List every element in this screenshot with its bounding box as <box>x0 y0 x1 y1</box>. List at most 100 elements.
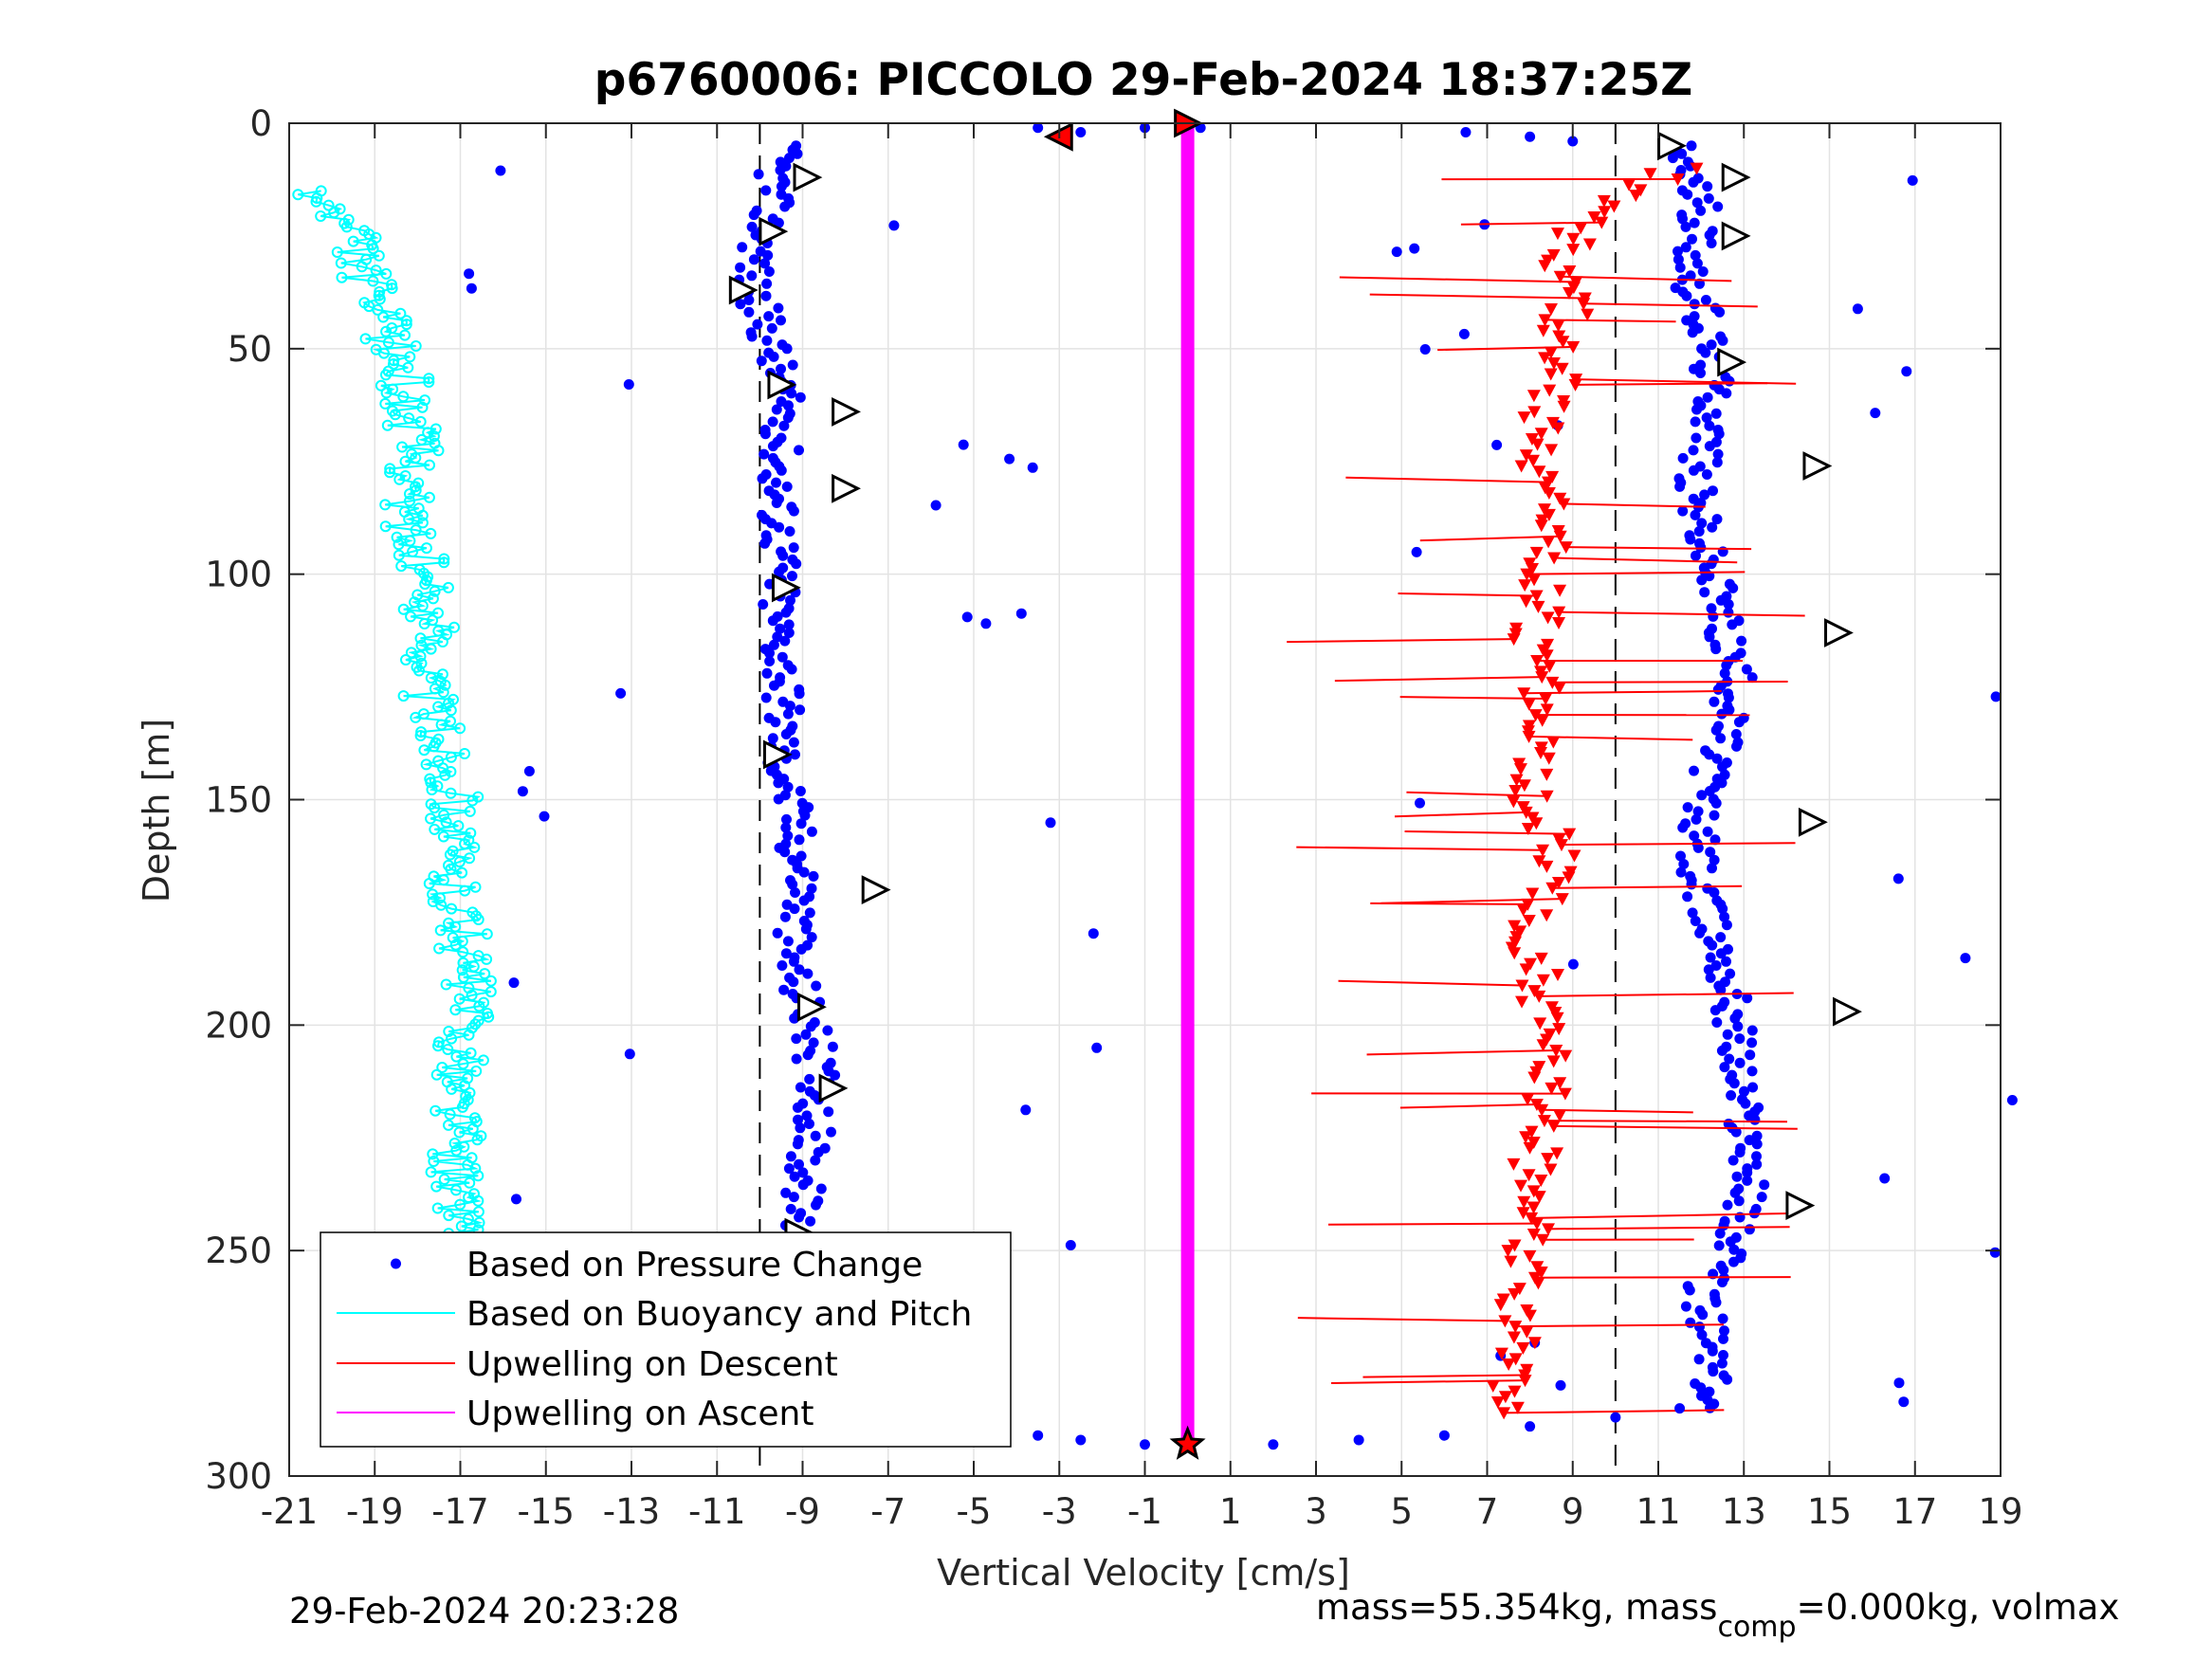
upwelling-descent-segment <box>1583 302 1758 308</box>
pressure-change-descent-point <box>780 1187 792 1198</box>
pressure-change-ascent-point <box>1710 408 1722 419</box>
pressure-change-ascent-point <box>1717 1277 1728 1287</box>
pressure-change-ascent-point <box>1721 956 1731 967</box>
buoyancy-pitch-point <box>479 968 491 980</box>
buoyancy-pitch-point <box>394 307 407 319</box>
upwelling-descent-point <box>1536 974 1550 987</box>
pressure-change-descent-point <box>758 599 769 610</box>
upwelling-descent-segment <box>1504 1409 1725 1414</box>
pressure-change-ascent-point <box>1703 964 1714 975</box>
upwelling-descent-point <box>1629 190 1643 203</box>
upwelling-descent-point <box>1555 362 1569 375</box>
y-tick-label: 0 <box>249 103 272 144</box>
upwelling-descent-point <box>1582 238 1597 251</box>
pressure-change-ascent-point <box>1734 1057 1746 1068</box>
pressure-change-ascent-point <box>1744 1224 1755 1235</box>
pressure-change-descent-point <box>757 473 768 484</box>
buoyancy-pitch-point <box>418 618 430 629</box>
pressure-change-ascent-point <box>1677 822 1689 833</box>
x-axis-label: Vertical Velocity [cm/s] <box>937 1552 1350 1594</box>
upwelling-descent-point <box>1520 1325 1534 1339</box>
pressure-change-descent-point <box>804 907 815 919</box>
buoyancy-pitch-point <box>384 463 396 475</box>
pressure-change-ascent-point <box>1718 1333 1728 1344</box>
pressure-change-descent-point <box>776 315 786 326</box>
pressure-change-descent-point-outlier <box>1091 1042 1103 1053</box>
upwelling-descent-point <box>1522 698 1536 711</box>
pressure-change-ascent-point <box>1682 891 1693 902</box>
buoyancy-pitch-point <box>429 802 441 814</box>
upwelling-descent-point <box>1539 692 1553 705</box>
pressure-change-descent-point <box>761 335 773 346</box>
surface-point <box>1567 136 1579 147</box>
pressure-change-descent-point <box>795 392 806 403</box>
pressure-change-descent-point <box>771 498 782 508</box>
pressure-change-ascent-point-outlier <box>1458 328 1470 339</box>
buoyancy-pitch-point <box>439 769 451 781</box>
upwelling-descent-point <box>1486 1379 1500 1393</box>
buoyancy-pitch-point <box>415 433 428 446</box>
pressure-change-descent-point <box>748 210 759 221</box>
upwelling-descent-point <box>1527 1071 1542 1085</box>
pressure-change-ascent-point <box>1713 1240 1725 1251</box>
pressure-change-ascent-point <box>1710 1297 1722 1308</box>
buoyancy-pitch-point <box>405 611 417 623</box>
pressure-change-ascent-point <box>1704 571 1715 582</box>
buoyancy-pitch-point <box>403 412 415 425</box>
buoyancy-pitch-point <box>472 914 484 925</box>
upwelling-descent-point <box>1597 194 1611 208</box>
buoyancy-pitch-point <box>438 1174 450 1185</box>
buoyancy-pitch-point <box>459 838 471 850</box>
pressure-change-descent-point <box>735 262 746 273</box>
upwelling-descent-point <box>1523 1141 1537 1155</box>
upwelling-descent-point <box>1526 1201 1541 1214</box>
pressure-change-descent-point <box>773 793 784 805</box>
buoyancy-pitch-point <box>416 401 429 413</box>
pressure-change-ascent-point <box>1709 810 1720 821</box>
buoyancy-pitch-point <box>449 1004 462 1016</box>
pressure-change-ascent-point <box>1706 339 1717 351</box>
pressure-change-ascent-point <box>1705 847 1716 858</box>
buoyancy-pitch-point <box>420 542 432 555</box>
pressure-change-ascent-point <box>1688 465 1699 476</box>
buoyancy-pitch-point <box>442 581 454 593</box>
buoyancy-pitch-point <box>310 195 322 208</box>
upwelling-descent-point <box>1521 822 1535 835</box>
y-tick-label: 300 <box>205 1456 272 1497</box>
pressure-change-ascent-point <box>1690 416 1701 428</box>
upwelling-descent-point <box>1545 1082 1559 1095</box>
pressure-change-descent-point <box>787 879 798 890</box>
buoyancy-pitch-point <box>449 921 462 933</box>
pressure-change-descent-point <box>763 266 775 277</box>
buoyancy-pitch-point <box>379 520 392 533</box>
buoyancy-pitch-point <box>430 1104 442 1117</box>
buoyancy-pitch-point <box>454 1198 466 1211</box>
pressure-change-descent-point <box>759 428 771 440</box>
upwelling-descent-point <box>1552 1023 1566 1036</box>
pressure-change-ascent-point <box>1707 863 1717 874</box>
pressure-change-ascent-point <box>1682 189 1693 200</box>
buoyancy-pitch-point <box>470 1065 483 1077</box>
buoyancy-pitch-point <box>414 632 427 645</box>
buoyancy-pitch-point <box>384 466 396 479</box>
pressure-change-ascent-point <box>1736 635 1747 647</box>
upwelling-descent-point <box>1550 1147 1564 1160</box>
upwelling-descent-segment <box>1404 830 1570 835</box>
buoyancy-pitch-point <box>484 975 497 987</box>
upwelling-descent-point <box>1544 302 1558 316</box>
upwelling-descent-point <box>1544 1163 1558 1176</box>
buoyancy-pitch-point <box>367 275 379 287</box>
pressure-change-ascent-point <box>1677 452 1689 464</box>
pressure-change-ascent-point-outlier <box>1901 366 1912 377</box>
pressure-change-ascent-point <box>1707 521 1718 533</box>
descent-triangle-marker <box>759 216 789 246</box>
upwelling-descent-point <box>1519 1131 1533 1144</box>
pressure-change-descent-point <box>774 566 785 577</box>
pressure-change-descent-point <box>792 1102 803 1113</box>
pressure-change-descent-point <box>787 359 798 371</box>
pressure-change-descent-point-outlier <box>930 500 941 511</box>
upwelling-descent-point <box>1534 1174 1548 1187</box>
upwelling-descent-point <box>1526 887 1540 901</box>
pressure-change-ascent-point <box>1680 221 1691 232</box>
buoyancy-pitch-point <box>404 495 415 507</box>
